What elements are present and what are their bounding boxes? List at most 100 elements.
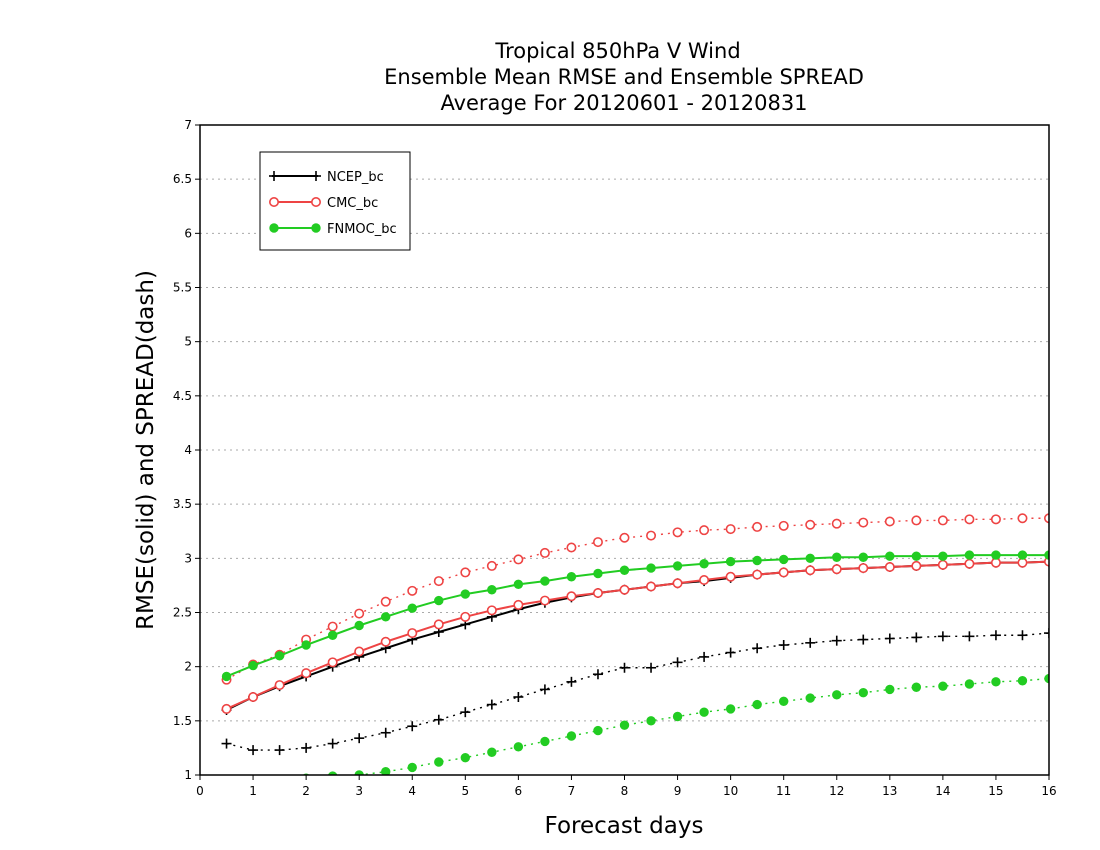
data-point-fnmoc-bc-spread <box>619 720 630 730</box>
data-point-cmc-bc-rmse <box>778 567 789 578</box>
y-tick-label: 1.5 <box>173 714 192 728</box>
x-tick-label: 1 <box>249 784 257 798</box>
data-point-ncep-bc-spread <box>672 657 683 668</box>
data-point-ncep-bc-spread <box>221 738 232 749</box>
data-point-ncep-bc-spread <box>805 637 816 648</box>
data-point-fnmoc-bc-spread <box>752 699 762 710</box>
data-point-cmc-bc-rmse <box>539 595 550 606</box>
x-tick-label: 2 <box>302 784 310 798</box>
data-point-fnmoc-bc-rmse <box>672 561 683 571</box>
data-point-fnmoc-bc-rmse <box>964 550 975 560</box>
data-point-fnmoc-bc-spread <box>593 725 603 736</box>
data-point-cmc-bc-spread <box>486 560 497 571</box>
data-point-ncep-bc-spread <box>486 699 497 710</box>
data-point-fnmoc-bc-rmse <box>858 552 868 562</box>
data-point-ncep-bc-spread <box>407 721 418 732</box>
data-point-fnmoc-bc-rmse <box>540 576 550 586</box>
data-point-fnmoc-bc-rmse <box>911 551 922 561</box>
data-point-fnmoc-bc-spread <box>434 757 444 767</box>
x-tick-label: 7 <box>568 784 576 798</box>
data-point-fnmoc-bc-rmse <box>513 579 524 590</box>
x-tick-label: 8 <box>621 784 629 798</box>
data-point-cmc-bc-spread <box>566 542 577 553</box>
y-tick-label: 4.5 <box>173 389 192 403</box>
data-point-cmc-bc-spread <box>805 519 816 530</box>
series-cmc-bc-spread <box>221 513 1049 685</box>
data-point-fnmoc-bc-spread <box>991 677 1001 687</box>
data-point-cmc-bc-rmse <box>672 578 683 589</box>
data-point-fnmoc-bc-spread <box>725 704 736 714</box>
series-line-fnmoc-bc-rmse <box>226 554 1049 678</box>
data-point-fnmoc-bc-rmse <box>1044 550 1049 560</box>
data-point-ncep-bc-spread <box>380 727 391 738</box>
y-tick-label: 5 <box>184 335 192 349</box>
legend: NCEP_bc CMC_bc FNMOC_bc <box>259 151 411 251</box>
data-point-fnmoc-bc-rmse <box>434 595 444 606</box>
data-point-cmc-bc-rmse <box>619 584 630 595</box>
data-point-ncep-bc-spread <box>831 635 842 646</box>
data-point-fnmoc-bc-spread <box>778 696 789 707</box>
data-point-fnmoc-bc-rmse <box>1017 550 1028 560</box>
legend-item-cmc-bc: CMC_bc <box>268 196 378 211</box>
data-point-ncep-bc-spread <box>460 707 471 718</box>
data-point-cmc-bc-spread <box>778 520 789 531</box>
data-point-cmc-bc-spread <box>646 530 657 541</box>
data-point-cmc-bc-rmse <box>380 636 391 647</box>
data-point-fnmoc-bc-spread <box>805 693 815 703</box>
data-point-cmc-bc-spread <box>858 517 869 528</box>
data-point-ncep-bc-spread <box>513 692 524 702</box>
data-point-cmc-bc-spread <box>725 524 736 535</box>
data-point-fnmoc-bc-spread <box>275 776 283 784</box>
data-point-ncep-bc-spread <box>619 662 630 673</box>
y-tick-label: 4 <box>184 443 192 457</box>
data-point-ncep-bc-spread <box>911 632 922 643</box>
data-point-cmc-bc-rmse <box>752 569 763 580</box>
legend-marker <box>311 171 321 181</box>
data-point-fnmoc-bc-spread <box>858 687 868 698</box>
data-point-cmc-bc-rmse <box>858 563 869 574</box>
data-point-cmc-bc-rmse <box>964 558 975 569</box>
data-point-ncep-bc-spread <box>1017 630 1028 641</box>
data-point-cmc-bc-spread <box>884 516 895 527</box>
data-point-fnmoc-bc-rmse <box>646 563 656 573</box>
data-point-cmc-bc-rmse <box>407 628 418 639</box>
x-tick-label: 4 <box>408 784 416 798</box>
data-point-cmc-bc-rmse <box>646 581 657 592</box>
data-point-cmc-bc-spread <box>539 547 550 558</box>
series-line-ncep-bc-rmse <box>226 560 1049 711</box>
legend-label: CMC_bc <box>327 196 378 211</box>
data-point-cmc-bc-rmse <box>327 657 338 668</box>
data-point-ncep-bc-spread <box>964 631 975 642</box>
data-point-cmc-bc-rmse <box>221 703 232 714</box>
data-point-fnmoc-bc-spread <box>460 752 471 763</box>
data-point-cmc-bc-rmse <box>884 561 895 572</box>
legend-marker <box>269 171 279 181</box>
y-tick-label: 1 <box>184 768 192 782</box>
x-tick-label: 14 <box>935 784 950 798</box>
data-point-ncep-bc-spread <box>1044 628 1049 639</box>
data-point-cmc-bc-spread <box>460 567 471 578</box>
series-fnmoc-bc-rmse <box>221 550 1049 682</box>
data-point-cmc-bc-spread <box>831 518 842 529</box>
y-tick-label: 3.5 <box>173 497 192 511</box>
data-point-fnmoc-bc-spread <box>964 679 975 689</box>
data-point-fnmoc-bc-rmse <box>460 589 471 599</box>
legend-marker <box>269 223 279 233</box>
data-point-fnmoc-bc-spread <box>911 682 922 692</box>
data-point-cmc-bc-rmse <box>566 591 577 602</box>
data-point-fnmoc-bc-spread <box>646 716 656 726</box>
data-point-fnmoc-bc-rmse <box>354 620 364 631</box>
data-point-fnmoc-bc-rmse <box>885 551 895 561</box>
data-point-cmc-bc-rmse <box>274 680 285 691</box>
data-point-fnmoc-bc-rmse <box>566 572 577 582</box>
series-cmc-bc-rmse <box>221 556 1049 714</box>
data-point-ncep-bc-spread <box>752 643 763 654</box>
data-point-fnmoc-bc-spread <box>381 767 391 775</box>
data-point-ncep-bc-spread <box>566 676 577 687</box>
y-tick-label: 2 <box>184 660 192 674</box>
data-point-fnmoc-bc-rmse <box>938 551 948 561</box>
series-line-ncep-bc-spread <box>226 632 1049 751</box>
x-tick-label: 6 <box>515 784 523 798</box>
x-tick-label: 9 <box>674 784 682 798</box>
data-point-ncep-bc-spread <box>433 714 444 725</box>
